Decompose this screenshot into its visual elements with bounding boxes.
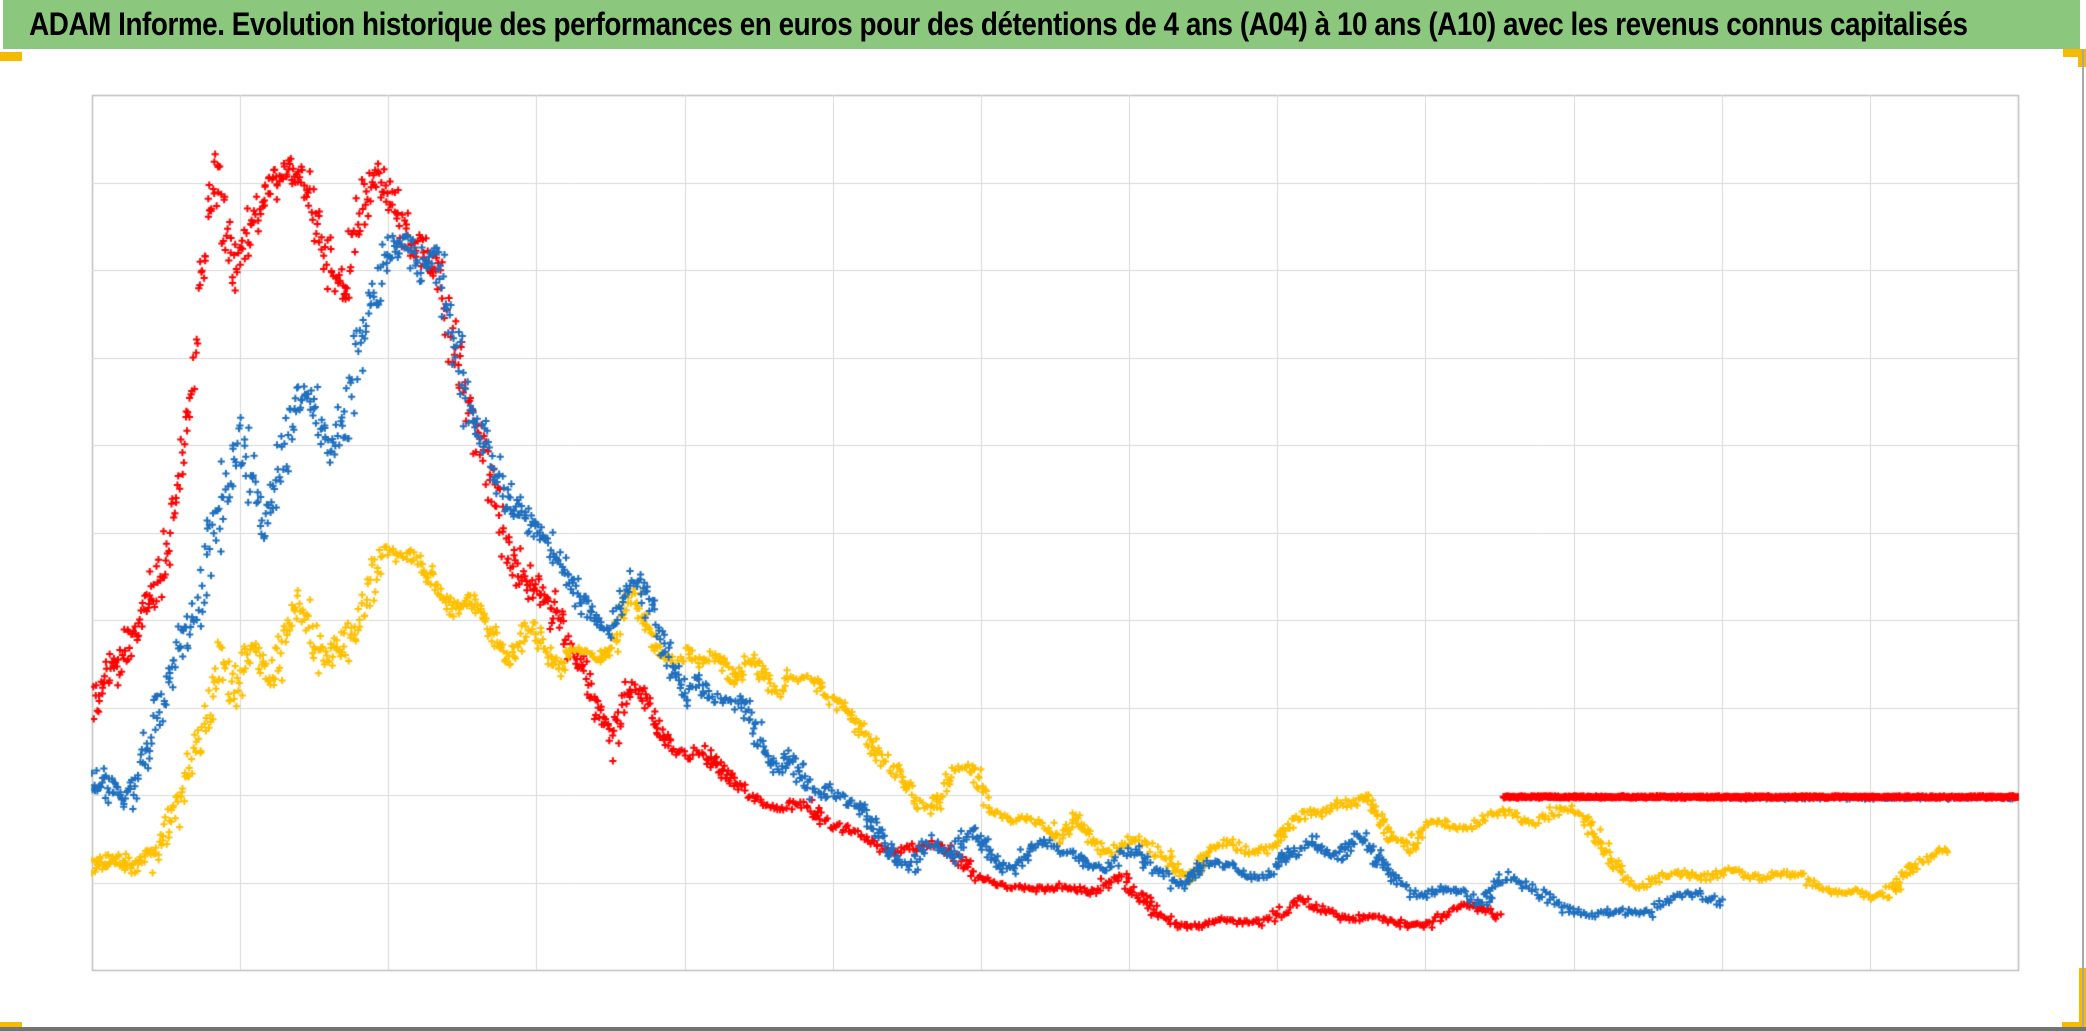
corner-accent-bottom-left bbox=[0, 1022, 22, 1031]
corner-accent-top-right-h bbox=[2063, 49, 2086, 57]
right-edge-line bbox=[2082, 49, 2084, 1031]
corner-accent-top-left bbox=[0, 52, 22, 61]
bottom-edge-line bbox=[0, 1027, 2086, 1031]
corner-accent-bottom-right-h bbox=[2062, 1022, 2086, 1031]
